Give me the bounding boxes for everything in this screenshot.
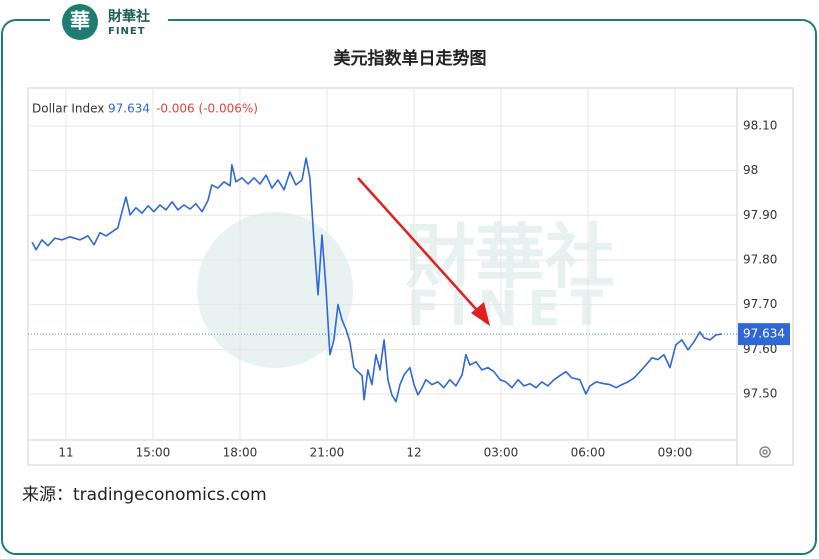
- chart-title: 美元指数单日走势图: [334, 48, 487, 69]
- y-tick-label: 97.60: [743, 342, 777, 356]
- y-tick-label: 98: [743, 163, 758, 177]
- source: 来源：tradingeconomics.com: [22, 485, 267, 505]
- y-tick-label: 97.80: [743, 252, 777, 266]
- x-tick-label: 03:00: [484, 446, 519, 460]
- logo-name: 財華社: [107, 8, 150, 25]
- watermark-sub: FINET: [407, 281, 613, 337]
- y-tick-label: 97.70: [743, 297, 777, 311]
- y-tick-label: 98.10: [743, 118, 777, 132]
- line: [31, 157, 723, 403]
- current-value: 97.634: [108, 102, 150, 116]
- x-tick-label: 09:00: [658, 446, 693, 460]
- watermark-name: 財華社: [405, 216, 615, 298]
- change: -0.006 (-0.006%): [156, 102, 258, 116]
- x-tick-label: 12: [406, 446, 421, 460]
- logo-glyph: 華: [70, 9, 90, 33]
- settings-icon[interactable]: [759, 446, 771, 458]
- x-tick-label: 06:00: [571, 446, 606, 460]
- series-label: Dollar Index: [32, 102, 104, 116]
- current-value-box: [738, 323, 790, 346]
- logo-icon: [62, 4, 98, 40]
- plot-frame: [27, 87, 794, 466]
- arrow-head: [471, 302, 490, 326]
- current-value-label: 97.634: [743, 327, 785, 341]
- x-tick-label: 21:00: [310, 446, 345, 460]
- x-tick-label: 11: [58, 446, 73, 460]
- y-tick-label: 97.90: [743, 208, 777, 222]
- logo-sub: FINET: [108, 26, 146, 37]
- x-tick-label: 18:00: [223, 446, 258, 460]
- x-tick-label: 15:00: [136, 446, 171, 460]
- y-tick-label: 97.50: [743, 386, 777, 400]
- arrow-shaft: [357, 177, 485, 319]
